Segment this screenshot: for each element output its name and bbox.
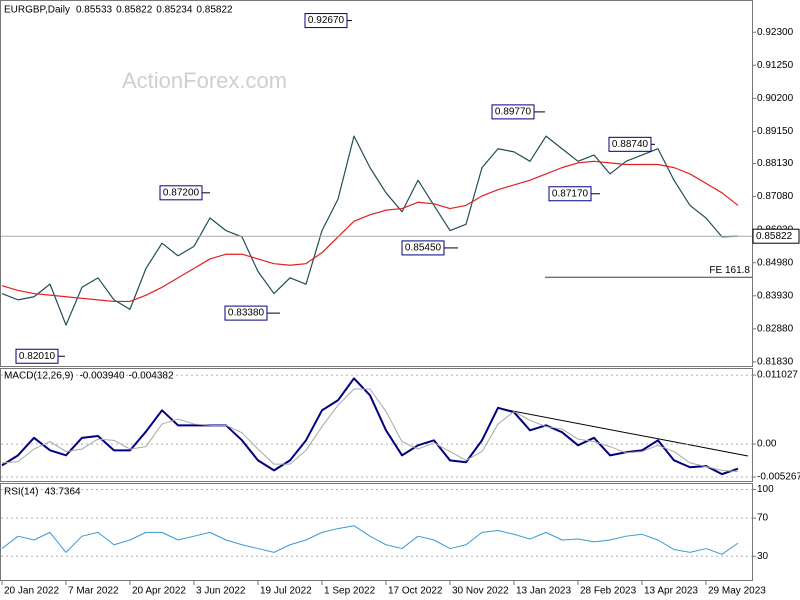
y-tick-label: 0.91250 (757, 60, 794, 71)
annotation-label: 0.83380 (228, 308, 265, 319)
annotation-box (548, 186, 592, 202)
header-value: 0.85533 (76, 5, 113, 16)
last-price-box (752, 228, 800, 244)
annotation-label: 0.82010 (19, 351, 56, 362)
watermark: ActionForex.com (122, 68, 287, 93)
x-tick-label: 20 Apr 2022 (132, 586, 186, 597)
header-value: 43.7364 (44, 487, 81, 498)
fe-label: FE 161.8 (709, 265, 750, 276)
y-tick-label: -0.005267 (757, 472, 800, 483)
y-tick-label: 100 (757, 484, 774, 495)
annotation-box (159, 185, 203, 201)
x-tick-label: 17 Oct 2022 (388, 586, 443, 597)
y-tick-label: 0.83930 (757, 290, 794, 301)
price-panel (0, 0, 753, 367)
x-tick-label: 13 Jan 2023 (516, 586, 571, 597)
y-tick-label: 0.84980 (757, 257, 794, 268)
header-value: -0.003940 (79, 371, 124, 382)
series-line (1, 160, 739, 303)
header-value: 0.85822 (196, 5, 233, 16)
annotation-label: 0.88740 (612, 139, 649, 150)
x-tick-label: 29 May 2023 (708, 586, 766, 597)
header-value: 0.85822 (116, 5, 153, 16)
y-tick-label: 0.011027 (757, 370, 798, 381)
y-tick-label: 0.87080 (757, 191, 794, 202)
series-line (1, 377, 739, 476)
x-tick-label: 1 Sep 2022 (324, 586, 376, 597)
x-tick-label: 30 Nov 2022 (452, 586, 509, 597)
y-tick-label: 0.88130 (757, 158, 794, 169)
annotation-label: 0.89770 (495, 107, 532, 118)
y-tick-label: 0.81830 (757, 357, 794, 368)
annotation-box (304, 13, 348, 29)
series-line (1, 388, 739, 473)
annotation-box (491, 104, 535, 120)
annotation-box (401, 240, 445, 256)
annotation-label: 0.85450 (405, 243, 442, 254)
x-tick-label: 28 Feb 2023 (580, 586, 637, 597)
rsi-panel (0, 483, 753, 581)
series-line (1, 135, 739, 326)
annotation-label: 0.87170 (552, 188, 589, 199)
y-tick-label: 30 (757, 551, 769, 562)
x-tick-label: 7 Mar 2022 (68, 586, 119, 597)
last-price-label: 0.85822 (756, 231, 793, 242)
macd-panel (0, 368, 753, 482)
series-line (1, 525, 739, 555)
y-tick-label: 70 (757, 513, 769, 524)
x-tick-label: 13 Apr 2023 (644, 586, 698, 597)
y-tick-label: 0.90200 (757, 93, 794, 104)
y-tick-label: 0.00 (757, 439, 777, 450)
annotation-box (15, 348, 59, 364)
annotation-box (608, 136, 652, 152)
annotation-label: 0.92670 (308, 15, 345, 26)
x-tick-label: 19 Jul 2022 (260, 586, 312, 597)
x-tick-label: 3 Jun 2022 (196, 586, 246, 597)
annotation-label: 0.87200 (163, 187, 200, 198)
header-value: 0.85234 (156, 5, 193, 16)
y-tick-label: 0.92300 (757, 27, 794, 38)
panel-title: EURGBP,Daily (4, 5, 70, 16)
y-tick-label: 0.89150 (757, 126, 794, 137)
y-tick-label: 0.82880 (757, 323, 794, 334)
panel-title: RSI(14) (4, 487, 38, 498)
macd-trendline (496, 407, 749, 457)
header-value: -0.004382 (129, 371, 174, 382)
x-tick-label: 20 Jan 2022 (4, 586, 59, 597)
panel-title: MACD(12,26,9) (4, 371, 73, 382)
annotation-box (224, 305, 268, 321)
